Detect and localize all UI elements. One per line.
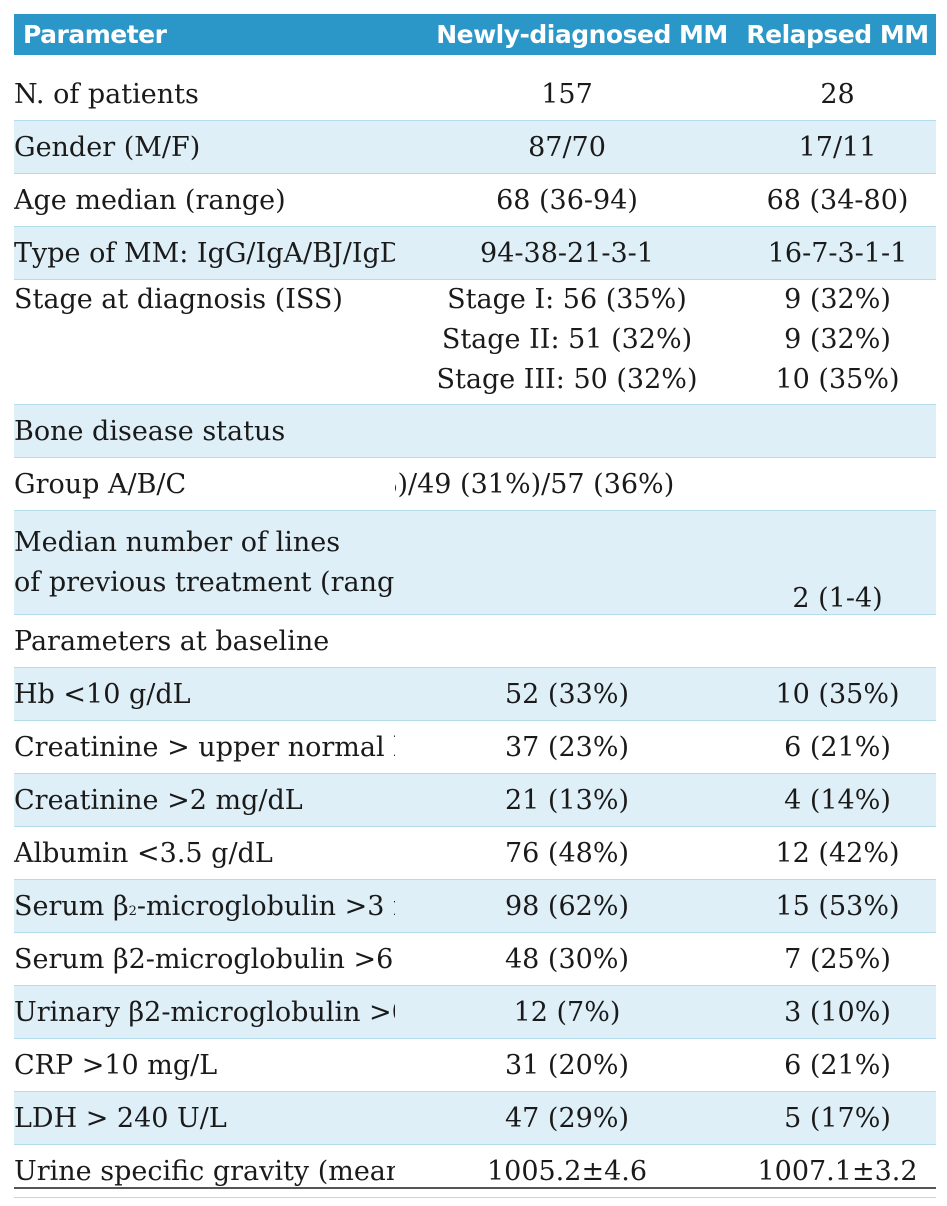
row-label: Median number of lines of previous treat… bbox=[14, 510, 395, 615]
newly-diagnosed-value: 37 (23%) bbox=[395, 720, 739, 774]
table-row: Hb <10 g/dL 52 (33%) 10 (35%) bbox=[14, 667, 936, 721]
table-row: Urine specific gravity (mean±SD) 1005.2±… bbox=[14, 1144, 936, 1198]
group-value-cell: 51 (32%)/49 (31%)/57 (36%) bbox=[395, 457, 936, 511]
newly-diagnosed-value: 48 (30%) bbox=[395, 932, 739, 986]
newly-diagnosed-value: 68 (36-94) bbox=[395, 173, 739, 227]
relapsed-value: 28 bbox=[739, 68, 936, 121]
table-row: Creatinine > upper normal limit 37 (23%)… bbox=[14, 720, 936, 774]
row-label-line-1: Median number of lines bbox=[14, 526, 341, 558]
newly-diagnosed-value: 98 (62%) bbox=[395, 879, 739, 933]
relapsed-value: 7 (25%) bbox=[739, 932, 936, 986]
row-label: N. of patients bbox=[14, 68, 395, 121]
row-label: Group A/B/C bbox=[14, 457, 395, 511]
newly-diagnosed-value: 1005.2±4.6 bbox=[395, 1144, 739, 1198]
newly-diagnosed-value: 31 (20%) bbox=[395, 1038, 739, 1092]
relapsed-value: 6 (21%) bbox=[739, 1038, 936, 1092]
stage-ii-value: Stage II: 51 (32%) bbox=[441, 324, 693, 355]
relapsed-value: 2 (1-4) bbox=[739, 510, 936, 615]
row-label: Creatinine >2 mg/dL bbox=[14, 773, 395, 827]
relapsed-value: 1007.1±3.2 bbox=[739, 1144, 936, 1198]
row-label: Age median (range) bbox=[14, 173, 395, 227]
stage-i-value: Stage I: 56 (35%) bbox=[447, 284, 687, 315]
label-subscript: 2 bbox=[128, 903, 137, 919]
newly-diagnosed-value: 76 (48%) bbox=[395, 826, 739, 880]
table-row: Serum β2-microglobulin >6 mg/L 48 (30%) … bbox=[14, 932, 936, 986]
table-bottom-rule bbox=[14, 1187, 936, 1189]
row-label: Hb <10 g/dL bbox=[14, 667, 395, 721]
row-label: Bone disease status bbox=[14, 404, 395, 458]
patient-characteristics-table: Parameter Newly-diagnosed MM Relapsed MM… bbox=[14, 14, 936, 1198]
table-row: Stage at diagnosis (ISS) Stage I: 56 (35… bbox=[14, 279, 936, 405]
table-row: Parameters at baseline bbox=[14, 614, 936, 668]
row-label: Urine specific gravity (mean±SD) bbox=[14, 1144, 395, 1198]
row-label: Type of MM: IgG/IgA/BJ/IgD/NS bbox=[14, 226, 395, 280]
table-row: Creatinine >2 mg/dL 21 (13%) 4 (14%) bbox=[14, 773, 936, 827]
table-row: CRP >10 mg/L 31 (20%) 6 (21%) bbox=[14, 1038, 936, 1092]
header-newly-diagnosed: Newly-diagnosed MM bbox=[395, 14, 739, 55]
relapsed-value: 3 (10%) bbox=[739, 985, 936, 1039]
table-row: Urinary β2-microglobulin >0 mg/L 12 (7%)… bbox=[14, 985, 936, 1039]
stage-i-relapsed: 9 (32%) bbox=[784, 284, 891, 315]
relapsed-value: 15 (53%) bbox=[739, 879, 936, 933]
relapsed-value: 68 (34-80) bbox=[739, 173, 936, 227]
relapsed-value: 10 (35%) bbox=[739, 667, 936, 721]
newly-diagnosed-value: Stage I: 56 (35%) Stage II: 51 (32%) Sta… bbox=[395, 279, 739, 405]
newly-diagnosed-value: 12 (7%) bbox=[395, 985, 739, 1039]
table-row: Median number of lines of previous treat… bbox=[14, 510, 936, 615]
table-row: Albumin <3.5 g/dL 76 (48%) 12 (42%) bbox=[14, 826, 936, 880]
header-relapsed: Relapsed MM bbox=[739, 14, 936, 55]
header-row: Parameter Newly-diagnosed MM Relapsed MM bbox=[14, 14, 936, 55]
newly-diagnosed-value: 47 (29%) bbox=[395, 1091, 739, 1145]
stage-iii-value: Stage III: 50 (32%) bbox=[436, 364, 698, 395]
relapsed-value: 5 (17%) bbox=[739, 1091, 936, 1145]
table-row: Group A/B/C 51 (32%)/49 (31%)/57 (36%) bbox=[14, 457, 936, 511]
relapsed-value: 9 (32%) 9 (32%) 10 (35%) bbox=[739, 279, 936, 405]
row-label: Parameters at baseline bbox=[14, 614, 395, 668]
relapsed-value: 6 (21%) bbox=[739, 720, 936, 774]
relapsed-value: 17/11 bbox=[739, 120, 936, 174]
row-label: Stage at diagnosis (ISS) bbox=[14, 279, 395, 405]
stage-ii-relapsed: 9 (32%) bbox=[784, 324, 891, 355]
table-row: LDH > 240 U/L 47 (29%) 5 (17%) bbox=[14, 1091, 936, 1145]
row-label: Serum β2-microglobulin >6 mg/L bbox=[14, 932, 395, 986]
row-label: Urinary β2-microglobulin >0 mg/L bbox=[14, 985, 395, 1039]
relapsed-value: 4 (14%) bbox=[739, 773, 936, 827]
row-label: Creatinine > upper normal limit bbox=[14, 720, 395, 774]
relapsed-value: 12 (42%) bbox=[739, 826, 936, 880]
newly-diagnosed-value: 52 (33%) bbox=[395, 667, 739, 721]
table-row: Bone disease status bbox=[14, 404, 936, 458]
header-parameter: Parameter bbox=[14, 14, 395, 55]
newly-diagnosed-value: 94-38-21-3-1 bbox=[395, 226, 739, 280]
relapsed-value: 16-7-3-1-1 bbox=[739, 226, 936, 280]
table-row: Type of MM: IgG/IgA/BJ/IgD/NS 94-38-21-3… bbox=[14, 226, 936, 280]
table-row: Age median (range) 68 (36-94) 68 (34-80) bbox=[14, 173, 936, 227]
row-label: Serum β2-microglobulin >3 mg/L bbox=[14, 879, 395, 933]
row-label: Albumin <3.5 g/dL bbox=[14, 826, 395, 880]
group-value: 51 (32%)/49 (31%)/57 (36%) bbox=[395, 468, 675, 500]
newly-diagnosed-value: 157 bbox=[395, 68, 739, 121]
row-label: Gender (M/F) bbox=[14, 120, 395, 174]
row-label: CRP >10 mg/L bbox=[14, 1038, 395, 1092]
newly-diagnosed-value: 21 (13%) bbox=[395, 773, 739, 827]
row-label-line-2: of previous treatment (range) bbox=[14, 566, 395, 598]
table-row: Serum β2-microglobulin >3 mg/L 98 (62%) … bbox=[14, 879, 936, 933]
table-row: Gender (M/F) 87/70 17/11 bbox=[14, 120, 936, 174]
label-part: Serum β bbox=[14, 890, 129, 922]
stage-iii-relapsed: 10 (35%) bbox=[775, 364, 900, 395]
row-label: LDH > 240 U/L bbox=[14, 1091, 395, 1145]
row-label-text: Stage at diagnosis (ISS) bbox=[14, 284, 343, 315]
label-part: -microglobulin >3 mg/L bbox=[136, 890, 395, 922]
newly-diagnosed-value: 87/70 bbox=[395, 120, 739, 174]
table-row: N. of patients 157 28 bbox=[14, 68, 936, 121]
